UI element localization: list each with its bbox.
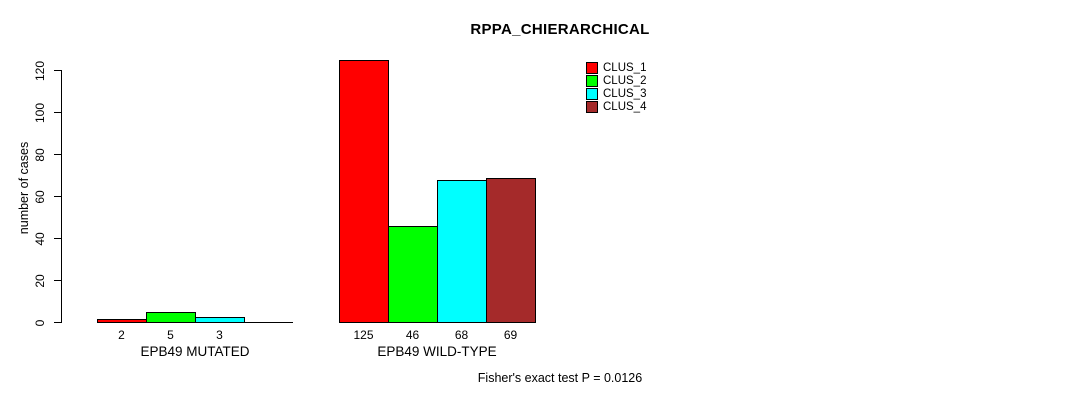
bar-value-label: 46: [405, 328, 420, 342]
legend-swatch-icon: [586, 88, 598, 100]
group-label: EPB49 MUTATED: [140, 344, 250, 359]
bar-clus_2: [146, 312, 196, 323]
y-tick-label: 100: [33, 102, 47, 123]
bar-value-label: 69: [503, 328, 518, 342]
legend-swatch-icon: [586, 101, 598, 113]
y-tick-label: 120: [33, 60, 47, 81]
legend-swatch-icon: [586, 75, 598, 87]
legend-item-clus_1: CLUS_1: [586, 62, 646, 74]
y-tick-mark: [54, 280, 61, 281]
y-tick-mark: [54, 70, 61, 71]
legend-label: CLUS_3: [603, 88, 647, 100]
legend-swatch-icon: [586, 62, 598, 74]
bar-clus_3: [437, 180, 487, 323]
group-label: EPB49 WILD-TYPE: [377, 344, 497, 359]
y-axis-label: number of cases: [17, 141, 31, 235]
footnote-text: Fisher's exact test P = 0.0126: [477, 371, 643, 385]
y-tick-mark: [54, 112, 61, 113]
y-tick-label: 80: [33, 147, 47, 162]
legend-label: CLUS_4: [603, 101, 647, 113]
bar-clus_3: [195, 317, 245, 323]
bar-value-label: 3: [216, 328, 223, 342]
y-tick-mark: [54, 322, 61, 323]
bar-value-label: 5: [167, 328, 174, 342]
legend-item-clus_4: CLUS_4: [586, 101, 646, 113]
bar-clus_1: [339, 60, 389, 323]
bar-value-label: 125: [353, 328, 374, 342]
bar-value-label: 68: [454, 328, 469, 342]
y-tick-label: 20: [33, 273, 47, 288]
bar-value-label: 2: [118, 328, 125, 342]
legend-label: CLUS_2: [603, 75, 647, 87]
legend-item-clus_2: CLUS_2: [586, 75, 646, 87]
bar-clus_2: [388, 226, 438, 323]
y-tick-label: 0: [33, 319, 47, 326]
y-tick-mark: [54, 154, 61, 155]
bar-clus_1: [97, 319, 147, 323]
legend-item-clus_3: CLUS_3: [586, 88, 646, 100]
y-tick-label: 60: [33, 189, 47, 204]
legend-label: CLUS_1: [603, 62, 647, 74]
chart-title: RPPA_CHIERARCHICAL: [470, 21, 650, 38]
y-tick-mark: [54, 238, 61, 239]
bar-clus_4: [486, 178, 536, 323]
y-tick-mark: [54, 196, 61, 197]
legend: CLUS_1 CLUS_2 CLUS_3 CLUS_4: [586, 62, 646, 113]
y-tick-label: 40: [33, 231, 47, 246]
y-axis-line: [61, 70, 62, 323]
